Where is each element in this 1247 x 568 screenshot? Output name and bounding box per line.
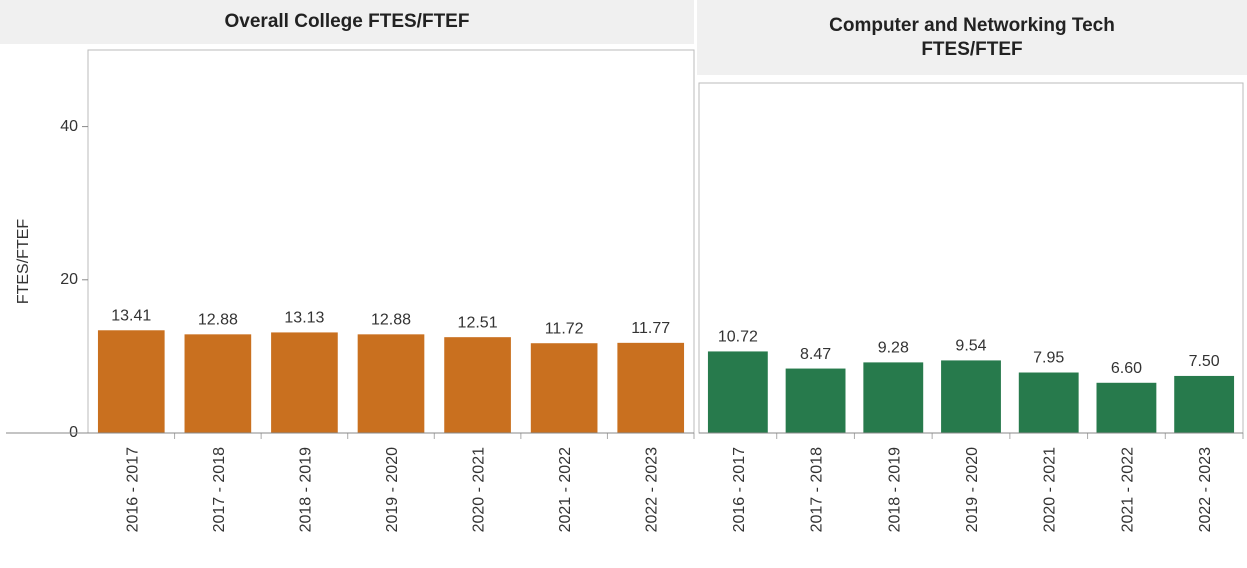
bar	[1096, 382, 1157, 433]
bar	[444, 337, 511, 433]
x-tick-label: 2016 - 2017	[124, 447, 141, 533]
value-label: 6.60	[1111, 360, 1142, 377]
x-tick-label: 2018 - 2019	[886, 447, 903, 533]
x-tick-label: 2017 - 2018	[809, 447, 826, 533]
x-tick-label: 2022 - 2023	[1197, 447, 1214, 533]
value-label: 12.51	[458, 314, 498, 331]
chart-title: Computer and Networking Tech FTES/FTEF	[829, 14, 1115, 60]
bar	[530, 343, 598, 433]
value-label: 13.41	[111, 307, 151, 324]
x-tick-label: 2021 - 2022	[557, 447, 574, 533]
y-tick-label: 40	[60, 118, 78, 135]
bar	[357, 334, 425, 433]
x-tick-label: 2020 - 2021	[471, 447, 488, 533]
bar	[1174, 375, 1235, 433]
value-label: 7.50	[1189, 353, 1220, 370]
value-label: 9.54	[955, 338, 986, 355]
chart-title: Overall College FTES/FTEF	[224, 11, 470, 32]
x-tick-label: 2018 - 2019	[297, 447, 314, 533]
value-label: 11.72	[545, 320, 584, 337]
x-tick-label: 2017 - 2018	[211, 447, 228, 533]
x-tick-label: 2016 - 2017	[731, 447, 748, 533]
value-label: 10.72	[718, 329, 758, 346]
bar	[785, 368, 846, 433]
value-label: 7.95	[1033, 350, 1064, 367]
x-tick-label: 2019 - 2020	[964, 447, 981, 533]
bar	[1018, 372, 1079, 433]
x-tick-label: 2019 - 2020	[384, 447, 401, 533]
bar	[863, 362, 924, 433]
value-label: 12.88	[371, 312, 411, 329]
value-label: 8.47	[800, 346, 831, 363]
y-axis-label: FTES/FTEF	[15, 219, 32, 305]
bar	[184, 334, 252, 433]
bar	[707, 351, 768, 433]
y-tick-label: 20	[60, 271, 78, 288]
x-tick-label: 2020 - 2021	[1042, 447, 1059, 533]
bar	[271, 332, 338, 433]
bar	[941, 360, 1001, 433]
x-tick-label: 2021 - 2022	[1119, 447, 1136, 533]
x-tick-label: 2022 - 2023	[644, 447, 661, 533]
value-label: 12.88	[198, 312, 238, 329]
value-label: 13.13	[284, 310, 324, 327]
bar	[617, 342, 685, 433]
value-label: 11.77	[631, 320, 670, 337]
value-label: 9.28	[878, 340, 909, 357]
panel-title-bg: Computer and Networking Tech FTES/FTEF	[697, 0, 1247, 75]
bar	[97, 330, 165, 433]
panel-title-bg: Overall College FTES/FTEF	[0, 0, 694, 44]
